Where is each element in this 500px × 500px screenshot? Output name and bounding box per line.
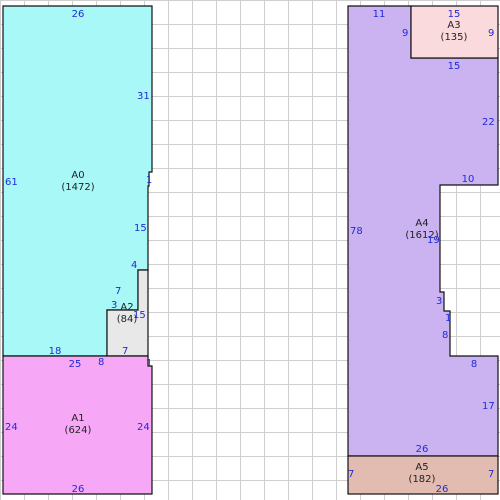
region-a1 [2, 355, 153, 495]
dim-a0-left: 61 [5, 177, 18, 188]
region-a0-id: A0 [71, 170, 84, 181]
dim-a4-small-b: 1 [445, 313, 451, 324]
dim-a2-step-upper: 7 [115, 286, 121, 297]
region-a4-area: (1612) [405, 230, 438, 241]
region-a3 [410, 5, 499, 59]
region-a1-area: (624) [65, 425, 92, 436]
region-a2-id: A2 [120, 302, 133, 313]
dim-a5-right: 7 [488, 469, 494, 480]
dim-a1-step: 1 [146, 358, 152, 369]
dim-a0-top: 26 [72, 9, 85, 20]
dim-a4-right-lower: 17 [482, 401, 495, 412]
dim-a4-top: 11 [373, 9, 386, 20]
dim-a4-notch-top: 10 [462, 174, 475, 185]
dim-a0-right-upper: 31 [137, 91, 150, 102]
dim-a2-left: 8 [98, 357, 104, 368]
dim-a4-left: 78 [350, 226, 363, 237]
region-a2-area: (84) [117, 314, 138, 325]
region-a5-id: A5 [415, 462, 428, 473]
dim-a5-bottom: 26 [436, 484, 449, 495]
dim-a3-left: 9 [402, 28, 408, 39]
dim-a4-notch-left: 19 [427, 235, 440, 246]
dim-a0-bottom: 18 [49, 346, 62, 357]
region-a3-id: A3 [447, 20, 460, 31]
region-a4-id: A4 [415, 218, 428, 229]
region-a3-area: (135) [441, 32, 468, 43]
dim-a2-bottom: 7 [122, 346, 128, 357]
dim-a3-top: 15 [448, 9, 461, 20]
dim-a2-top: 4 [131, 260, 137, 271]
dim-a0-step: 1 [146, 175, 152, 186]
dim-a4-bottom: 26 [416, 444, 429, 455]
dim-a2-right: 15 [133, 310, 146, 321]
dim-a4-right-upper: 22 [482, 117, 495, 128]
dim-a4-small-c: 8 [442, 330, 448, 341]
dim-a4-small-a: 3 [436, 296, 442, 307]
region-a1-id: A1 [71, 413, 84, 424]
dim-a4-lower-h: 8 [471, 359, 477, 370]
dim-a1-top: 25 [69, 359, 82, 370]
dim-a3-right: 9 [488, 28, 494, 39]
region-a5 [347, 455, 499, 495]
dim-a3-bottom: 15 [448, 61, 461, 72]
dim-a1-right: 24 [137, 422, 150, 433]
dim-a5-left: 7 [348, 469, 354, 480]
region-a5-area: (182) [409, 474, 436, 485]
dim-a1-left: 24 [5, 422, 18, 433]
dim-a1-bottom: 26 [72, 484, 85, 495]
dim-a2-step-h: 3 [111, 300, 117, 311]
region-a0-area: (1472) [61, 182, 94, 193]
dim-a0-right-lower: 15 [134, 223, 147, 234]
